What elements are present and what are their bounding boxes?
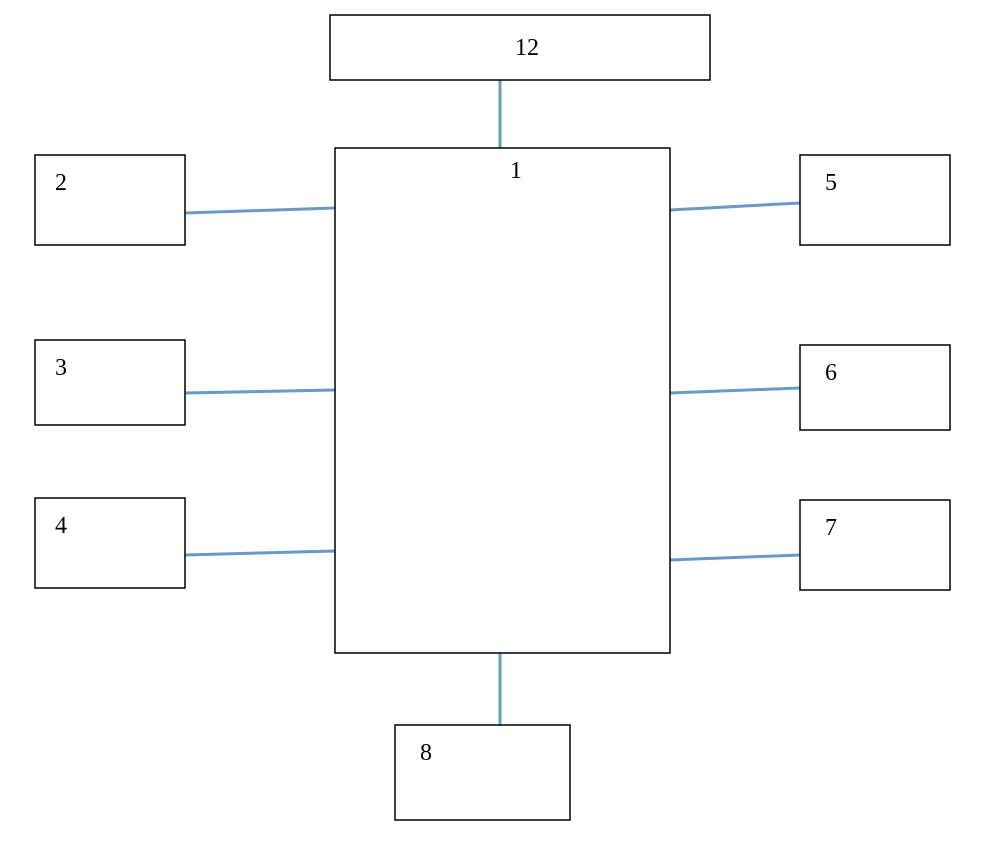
box-l1-rect xyxy=(35,155,185,245)
box-l2-rect xyxy=(35,340,185,425)
box-r3-label: 7 xyxy=(825,515,837,541)
connector-l2-center xyxy=(185,390,335,393)
box-l1: 2 xyxy=(35,155,185,245)
box-r3: 7 xyxy=(800,500,950,590)
box-center-rect xyxy=(335,148,670,653)
box-r2: 6 xyxy=(800,345,950,430)
box-center-label: 1 xyxy=(510,158,522,184)
box-r1-rect xyxy=(800,155,950,245)
box-r2-label: 6 xyxy=(825,360,837,386)
connector-center-r2 xyxy=(670,388,800,393)
box-r1: 5 xyxy=(800,155,950,245)
box-bottom: 8 xyxy=(395,725,570,820)
box-center: 1 xyxy=(335,148,670,653)
connector-l3-center xyxy=(185,551,335,555)
box-l2: 3 xyxy=(35,340,185,425)
box-l3: 4 xyxy=(35,498,185,588)
boxes: 1212345678 xyxy=(35,15,950,820)
box-bottom-label: 8 xyxy=(420,740,432,766)
box-r3-rect xyxy=(800,500,950,590)
box-top-label: 12 xyxy=(515,35,539,61)
connector-l1-center xyxy=(185,208,335,213)
box-l3-label: 4 xyxy=(55,513,67,539)
box-r1-label: 5 xyxy=(825,170,837,196)
connector-center-r1 xyxy=(670,203,800,210)
box-l1-label: 2 xyxy=(55,170,67,196)
diagram-canvas: 1212345678 xyxy=(0,0,1000,862)
box-l2-label: 3 xyxy=(55,355,67,381)
connector-center-r3 xyxy=(670,555,800,560)
box-l3-rect xyxy=(35,498,185,588)
box-r2-rect xyxy=(800,345,950,430)
box-top: 12 xyxy=(330,15,710,80)
